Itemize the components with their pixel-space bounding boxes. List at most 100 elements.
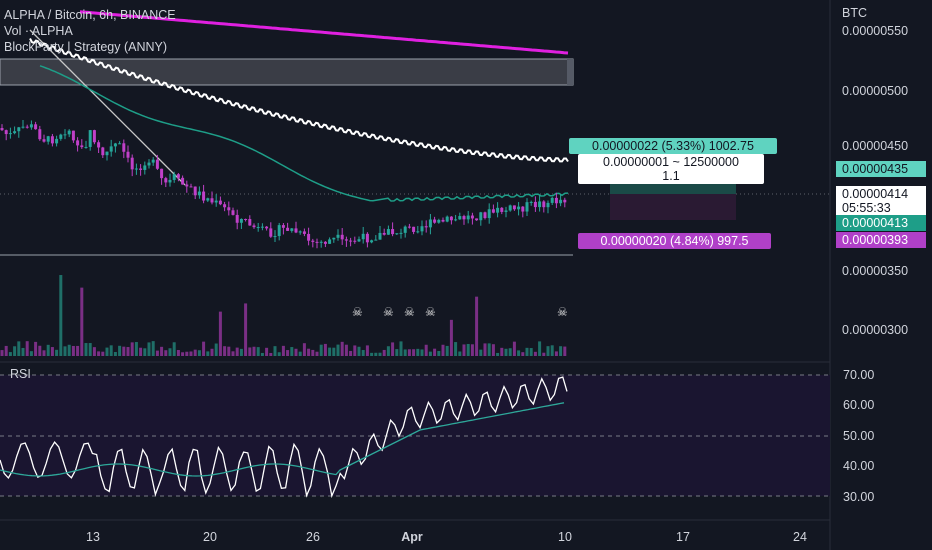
volume-bar: [130, 342, 134, 356]
candle-body: [277, 225, 281, 237]
candle-body: [344, 239, 348, 241]
volume-bar: [357, 346, 361, 356]
candle-body: [470, 215, 474, 219]
loss-label[interactable]: 0.00000020 (4.84%) 997.5: [578, 233, 771, 249]
candle-body: [550, 197, 554, 203]
time-tick: 13: [86, 530, 100, 544]
volume-bar: [445, 345, 449, 356]
volume-bar: [344, 344, 348, 356]
candle-body: [46, 136, 50, 142]
candle-body: [8, 133, 12, 135]
volume-bar: [256, 347, 260, 356]
candle-body: [21, 126, 25, 128]
rsi-legend[interactable]: RSI: [10, 367, 31, 381]
candlestick-series: [0, 119, 567, 249]
candle-body: [449, 216, 453, 221]
price-tick: 0.00000350: [842, 264, 909, 278]
volume-bar: [248, 347, 252, 356]
volume-bar: [395, 349, 399, 356]
volume-bar: [508, 348, 512, 356]
candle-body: [298, 231, 302, 233]
candle-body: [319, 241, 323, 243]
volume-bar: [399, 341, 403, 356]
volume-bar: [529, 348, 533, 356]
volume-bar: [101, 351, 105, 356]
volume-bar: [374, 352, 378, 356]
volume-bar: [420, 349, 424, 356]
volume-legend[interactable]: Vol · ALPHA: [4, 24, 73, 38]
volume-bar: [550, 345, 554, 356]
candle-body: [139, 168, 143, 170]
trend-line[interactable]: [29, 29, 186, 186]
candle-body: [206, 198, 210, 201]
candle-body: [164, 178, 168, 183]
rsi-line: [0, 376, 568, 499]
candle-body: [59, 134, 63, 139]
profit-label[interactable]: 0.00000022 (5.33%) 1002.75: [569, 138, 777, 154]
volume-bar: [244, 303, 248, 356]
candle-body: [214, 200, 218, 203]
candle-body: [395, 233, 399, 235]
candle-body: [302, 231, 306, 234]
volume-bar: [298, 351, 302, 356]
volume-bar: [319, 344, 323, 356]
candle-body: [227, 207, 231, 211]
candle-body: [559, 199, 563, 204]
position-profit-zone[interactable]: [610, 182, 736, 194]
volume-bar: [239, 348, 243, 356]
candle-body: [441, 219, 445, 222]
entry-price-tag: 0.00000413: [836, 215, 926, 231]
candle-body: [0, 128, 4, 131]
volume-bar: [382, 349, 386, 356]
volume-bar: [458, 351, 462, 356]
volume-bar: [353, 345, 357, 356]
volume-bar: [290, 347, 294, 356]
volume-bar: [46, 344, 50, 356]
volume-bar: [4, 345, 8, 356]
candle-body: [475, 218, 479, 221]
symbol-legend[interactable]: ALPHA / Bitcoin, 6h, BINANCE: [4, 8, 176, 22]
candle-body: [248, 219, 252, 226]
volume-bar: [193, 349, 197, 356]
candle-body: [197, 191, 201, 196]
skull-icon: ☠: [352, 305, 363, 319]
range-box[interactable]: [0, 58, 574, 86]
range-box-handle[interactable]: [567, 59, 573, 85]
volume-bar: [71, 345, 75, 356]
candle-body: [126, 151, 130, 158]
last-price-tag: 0.00000414 05:55:33: [836, 186, 926, 216]
candle-body: [420, 226, 424, 232]
position-info-label[interactable]: 0.00000001 ~ 12500000 1.1: [578, 154, 764, 184]
volume-bar: [76, 345, 80, 356]
position-loss-zone[interactable]: [610, 194, 736, 220]
volume-bar: [0, 350, 4, 356]
volume-bar: [328, 347, 332, 356]
skull-icon: ☠: [383, 305, 394, 319]
candle-body: [538, 201, 542, 208]
volume-bar: [386, 346, 390, 356]
price-tick: 0.00000500: [842, 84, 909, 98]
candle-body: [546, 202, 550, 208]
volume-bar: [25, 341, 29, 356]
volume-bar: [470, 344, 474, 356]
volume-bar: [181, 352, 185, 356]
volume-bar: [365, 345, 369, 356]
volume-bar: [34, 341, 38, 356]
candle-body: [160, 168, 164, 179]
candle-body: [193, 186, 197, 196]
strategy-legend[interactable]: BlockParty | Strategy (ANNY): [4, 40, 168, 54]
candle-body: [71, 130, 75, 141]
rsi-tick: 70.00: [843, 368, 875, 382]
candle-body: [235, 214, 239, 223]
volume-bar: [563, 346, 567, 356]
volume-bar: [533, 351, 537, 356]
volume-bar: [512, 341, 516, 356]
volume-bar: [155, 350, 159, 356]
candle-body: [416, 231, 420, 233]
volume-bar: [277, 352, 281, 356]
volume-bar: [391, 342, 395, 356]
candle-body: [391, 229, 395, 235]
volume-bar: [281, 345, 285, 356]
qty-label: 0.00000001 ~ 12500000: [603, 155, 739, 169]
